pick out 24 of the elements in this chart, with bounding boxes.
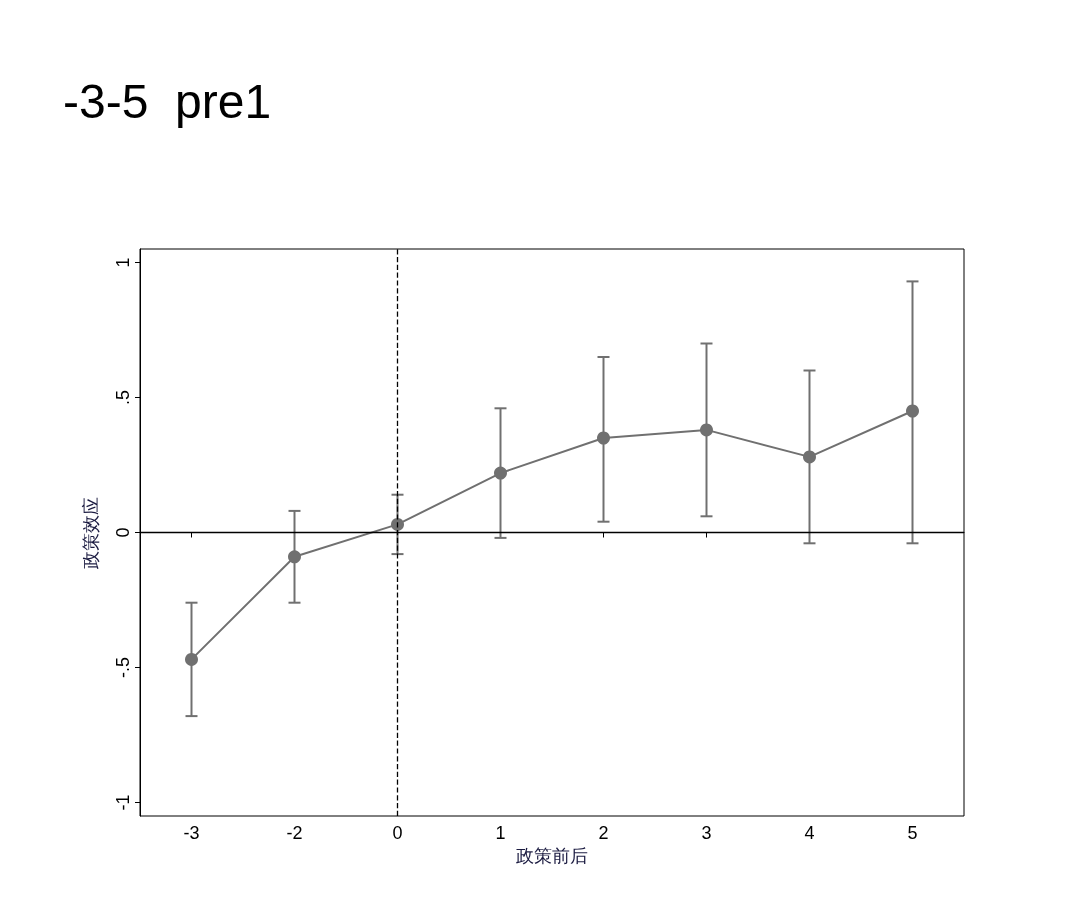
x-tick-label: 1 bbox=[495, 823, 506, 843]
x-tick-label: 0 bbox=[392, 823, 403, 843]
point bbox=[700, 423, 713, 437]
x-tick-label: 4 bbox=[804, 823, 815, 843]
point bbox=[494, 466, 507, 480]
y-tick-label: 1 bbox=[113, 257, 133, 268]
point bbox=[185, 652, 198, 666]
x-tick-label: 3 bbox=[701, 823, 712, 843]
x-tick-label: -3 bbox=[183, 823, 200, 843]
point bbox=[803, 450, 816, 464]
point bbox=[597, 431, 610, 445]
x-tick-label: -2 bbox=[286, 823, 303, 843]
point bbox=[288, 550, 301, 564]
x-tick-label: 2 bbox=[598, 823, 609, 843]
x-axis-title: 政策前后 bbox=[516, 845, 588, 866]
x-tick-label: 5 bbox=[907, 823, 918, 843]
chart-title: -3-5 pre1 bbox=[63, 74, 272, 128]
y-tick-label: 0 bbox=[113, 527, 133, 538]
point bbox=[906, 404, 919, 418]
point bbox=[391, 517, 404, 531]
y-axis-title: 政策效应 bbox=[81, 496, 101, 569]
y-tick-label: -1 bbox=[113, 794, 133, 811]
y-tick-label: -.5 bbox=[113, 656, 133, 679]
y-tick-label: .5 bbox=[113, 389, 133, 406]
